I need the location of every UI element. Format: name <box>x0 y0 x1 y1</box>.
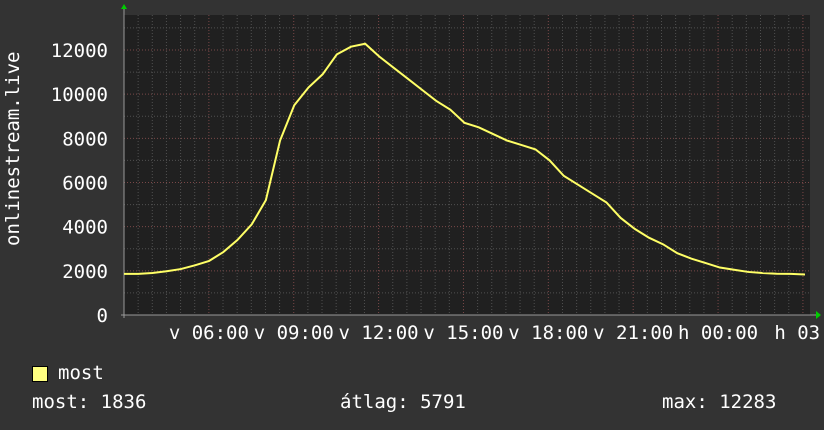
x-tick-label: h 03: <box>774 322 824 344</box>
x-tick-label: v 06:00 <box>169 322 249 344</box>
y-tick-label: 12000 <box>51 40 108 62</box>
y-tick-label: 8000 <box>62 128 108 150</box>
y-axis-label: onlinestream.live <box>2 51 24 246</box>
y-tick-label: 6000 <box>62 173 108 195</box>
legend-swatch <box>32 366 48 382</box>
stat-max: max: 12283 <box>662 391 777 413</box>
y-axis-arrow-icon <box>121 4 127 9</box>
x-tick-label: v 09:00 <box>254 322 334 344</box>
plot-background <box>124 15 810 315</box>
y-tick-label: 10000 <box>51 84 108 106</box>
y-tick-label: 4000 <box>62 217 108 239</box>
x-tick-label: v 15:00 <box>423 322 503 344</box>
x-tick-label: v 18:00 <box>508 322 588 344</box>
x-tick-label: v 12:00 <box>339 322 419 344</box>
x-axis-arrow-icon <box>816 311 821 319</box>
x-tick-label: h 00:00 <box>678 322 758 344</box>
y-tick-label: 0 <box>97 305 108 327</box>
stat-average: átlag: 5791 <box>340 391 466 413</box>
stat-current: most: 1836 <box>32 391 147 413</box>
x-tick-label: v 21:00 <box>593 322 673 344</box>
legend-label: most <box>58 362 104 384</box>
y-tick-label: 2000 <box>62 261 108 283</box>
